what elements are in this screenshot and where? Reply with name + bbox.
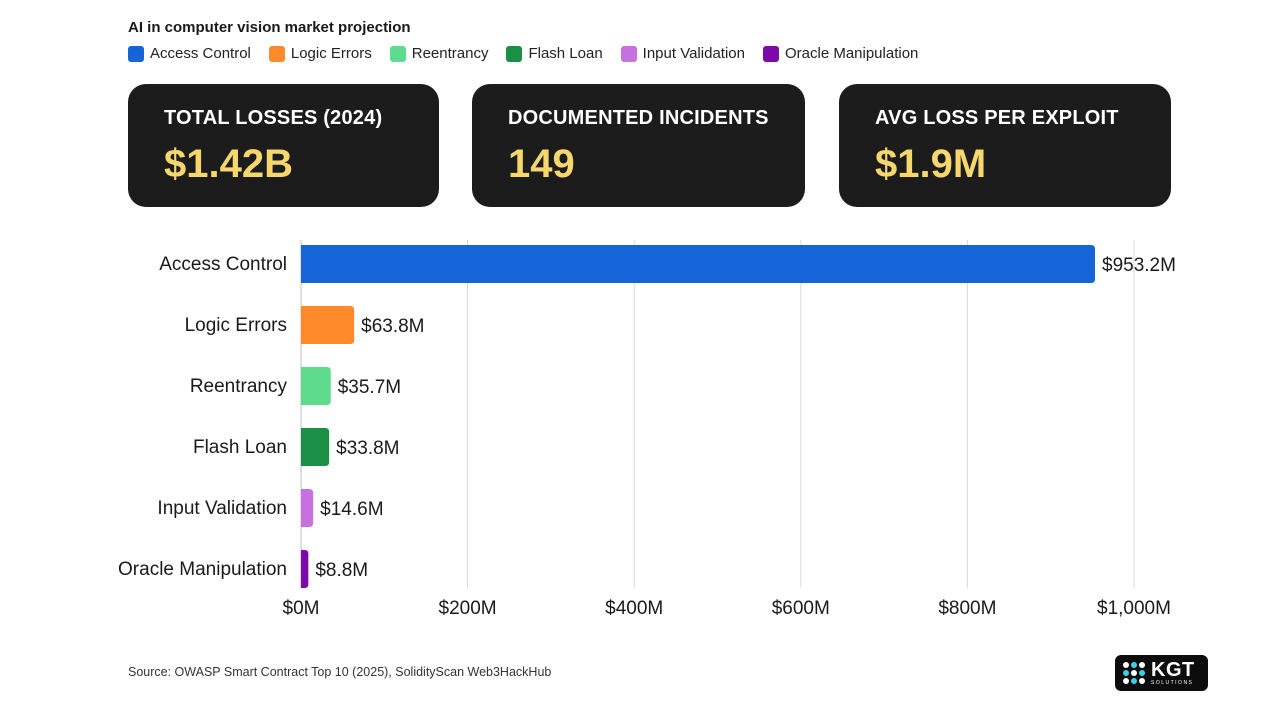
category-label: Reentrancy [190, 376, 288, 397]
value-label: $14.6M [320, 499, 383, 520]
stat-value: $1.42B [164, 142, 293, 186]
category-label: Flash Loan [193, 437, 287, 458]
bar-flash-loan [301, 428, 330, 466]
x-tick-label: $600M [772, 598, 830, 619]
x-tick-label: $400M [605, 598, 663, 619]
logo-text: KGT [1151, 659, 1195, 681]
legend-label: Logic Errors [290, 45, 372, 62]
stat-value: 149 [508, 142, 575, 186]
bar-chart: $0M $200M $400M $600M $800M $1,000M Access Con… [118, 240, 1176, 619]
stat-value: $1.9M [875, 142, 987, 186]
stat-card-avg-loss: AVG LOSS PER EXPLOIT $1.9M [839, 84, 1171, 207]
category-label: Input Validation [157, 498, 287, 519]
category-label: Logic Errors [185, 315, 287, 336]
legend-item-reentrancy: Reentrancy [389, 45, 489, 62]
stat-card-total-losses: TOTAL LOSSES (2024) $1.42B [128, 84, 439, 207]
legend-swatch [389, 45, 406, 62]
category-label: Access Control [159, 254, 287, 275]
legend-label: Oracle Manipulation [784, 45, 919, 62]
stat-label: AVG LOSS PER EXPLOIT [875, 107, 1119, 129]
legend: Access Control Logic Errors Reentrancy F… [128, 45, 918, 62]
bar-input-validation [301, 489, 314, 527]
legend-swatch [620, 45, 637, 62]
kgt-logo: KGT SOLUTIONS [1115, 655, 1208, 691]
stat-label: TOTAL LOSSES (2024) [164, 107, 383, 129]
legend-swatch [128, 45, 144, 62]
legend-swatch [506, 45, 523, 62]
legend-item-logic-errors: Logic Errors [268, 45, 372, 62]
legend-label: Flash Loan [528, 45, 603, 62]
value-label: $8.8M [315, 560, 368, 581]
bar-access-control [301, 245, 1096, 283]
legend-item-flash-loan: Flash Loan [506, 45, 603, 62]
legend-label: Reentrancy [411, 45, 489, 62]
legend-item-oracle-manipulation: Oracle Manipulation [762, 45, 919, 62]
stat-card-documented-incidents: DOCUMENTED INCIDENTS 149 [472, 84, 805, 207]
logo-subtext: SOLUTIONS [1151, 680, 1194, 686]
legend-label: Access Control [150, 45, 251, 62]
legend-item-input-validation: Input Validation [620, 45, 745, 62]
legend-item-access-control: Access Control [128, 45, 251, 62]
x-tick-label: $800M [938, 598, 996, 619]
stat-label: DOCUMENTED INCIDENTS [508, 107, 769, 129]
legend-swatch [762, 45, 779, 62]
category-label: Oracle Manipulation [118, 559, 287, 580]
x-tick-label: $1,000M [1097, 598, 1171, 619]
value-label: $33.8M [336, 438, 399, 459]
x-tick-label: $200M [439, 598, 497, 619]
source-note: Source: OWASP Smart Contract Top 10 (202… [128, 665, 552, 679]
bar-logic-errors [301, 306, 355, 344]
bar-reentrancy [301, 367, 331, 405]
chart-title: AI in computer vision market projection [128, 19, 411, 36]
legend-label: Input Validation [642, 45, 745, 62]
logo-dots-icon [1123, 662, 1145, 684]
value-label: $63.8M [361, 316, 424, 337]
bar-oracle-manipulation [301, 550, 309, 588]
x-tick-label: $0M [283, 598, 320, 619]
value-label: $35.7M [338, 377, 401, 398]
legend-swatch [268, 45, 285, 62]
value-label: $953.2M [1102, 255, 1176, 276]
